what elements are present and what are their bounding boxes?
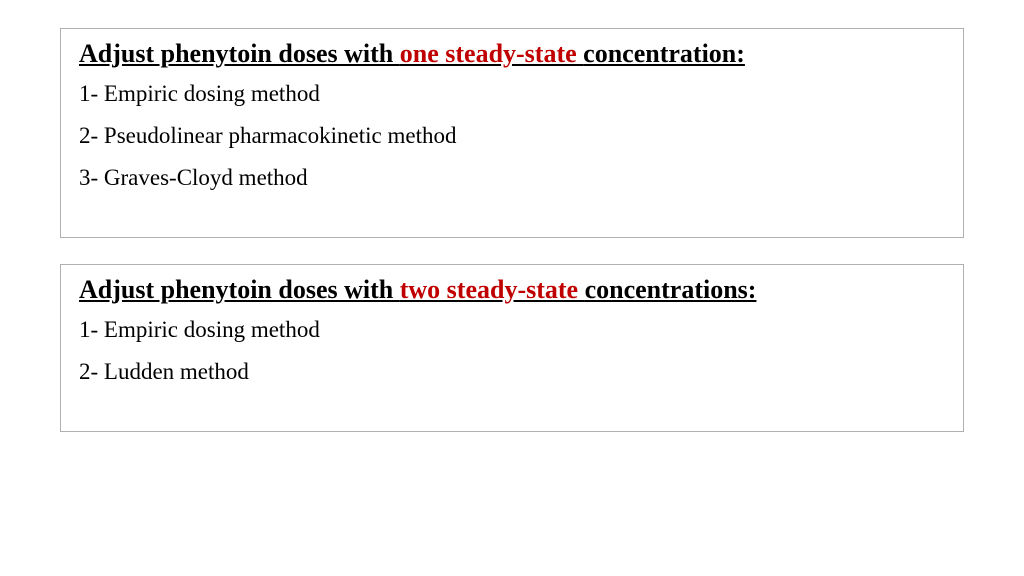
box-one-steady-state: Adjust phenytoin doses with one steady-s…: [60, 28, 964, 238]
heading-part: concentration:: [583, 39, 745, 68]
list-item: 3- Graves-Cloyd method: [79, 165, 945, 191]
heading-part: Adjust phenytoin doses with: [79, 39, 400, 68]
heading-part: Adjust phenytoin doses with: [79, 275, 400, 304]
heading-highlight: two steady-state: [400, 275, 585, 304]
list-item: 2- Pseudolinear pharmacokinetic method: [79, 123, 945, 149]
heading-part: concentrations:: [585, 275, 757, 304]
heading-one-steady-state: Adjust phenytoin doses with one steady-s…: [79, 39, 945, 69]
box-two-steady-state: Adjust phenytoin doses with two steady-s…: [60, 264, 964, 432]
heading-two-steady-state: Adjust phenytoin doses with two steady-s…: [79, 275, 945, 305]
list-item: 2- Ludden method: [79, 359, 945, 385]
heading-highlight: one steady-state: [400, 39, 583, 68]
list-item: 1- Empiric dosing method: [79, 81, 945, 107]
list-item: 1- Empiric dosing method: [79, 317, 945, 343]
